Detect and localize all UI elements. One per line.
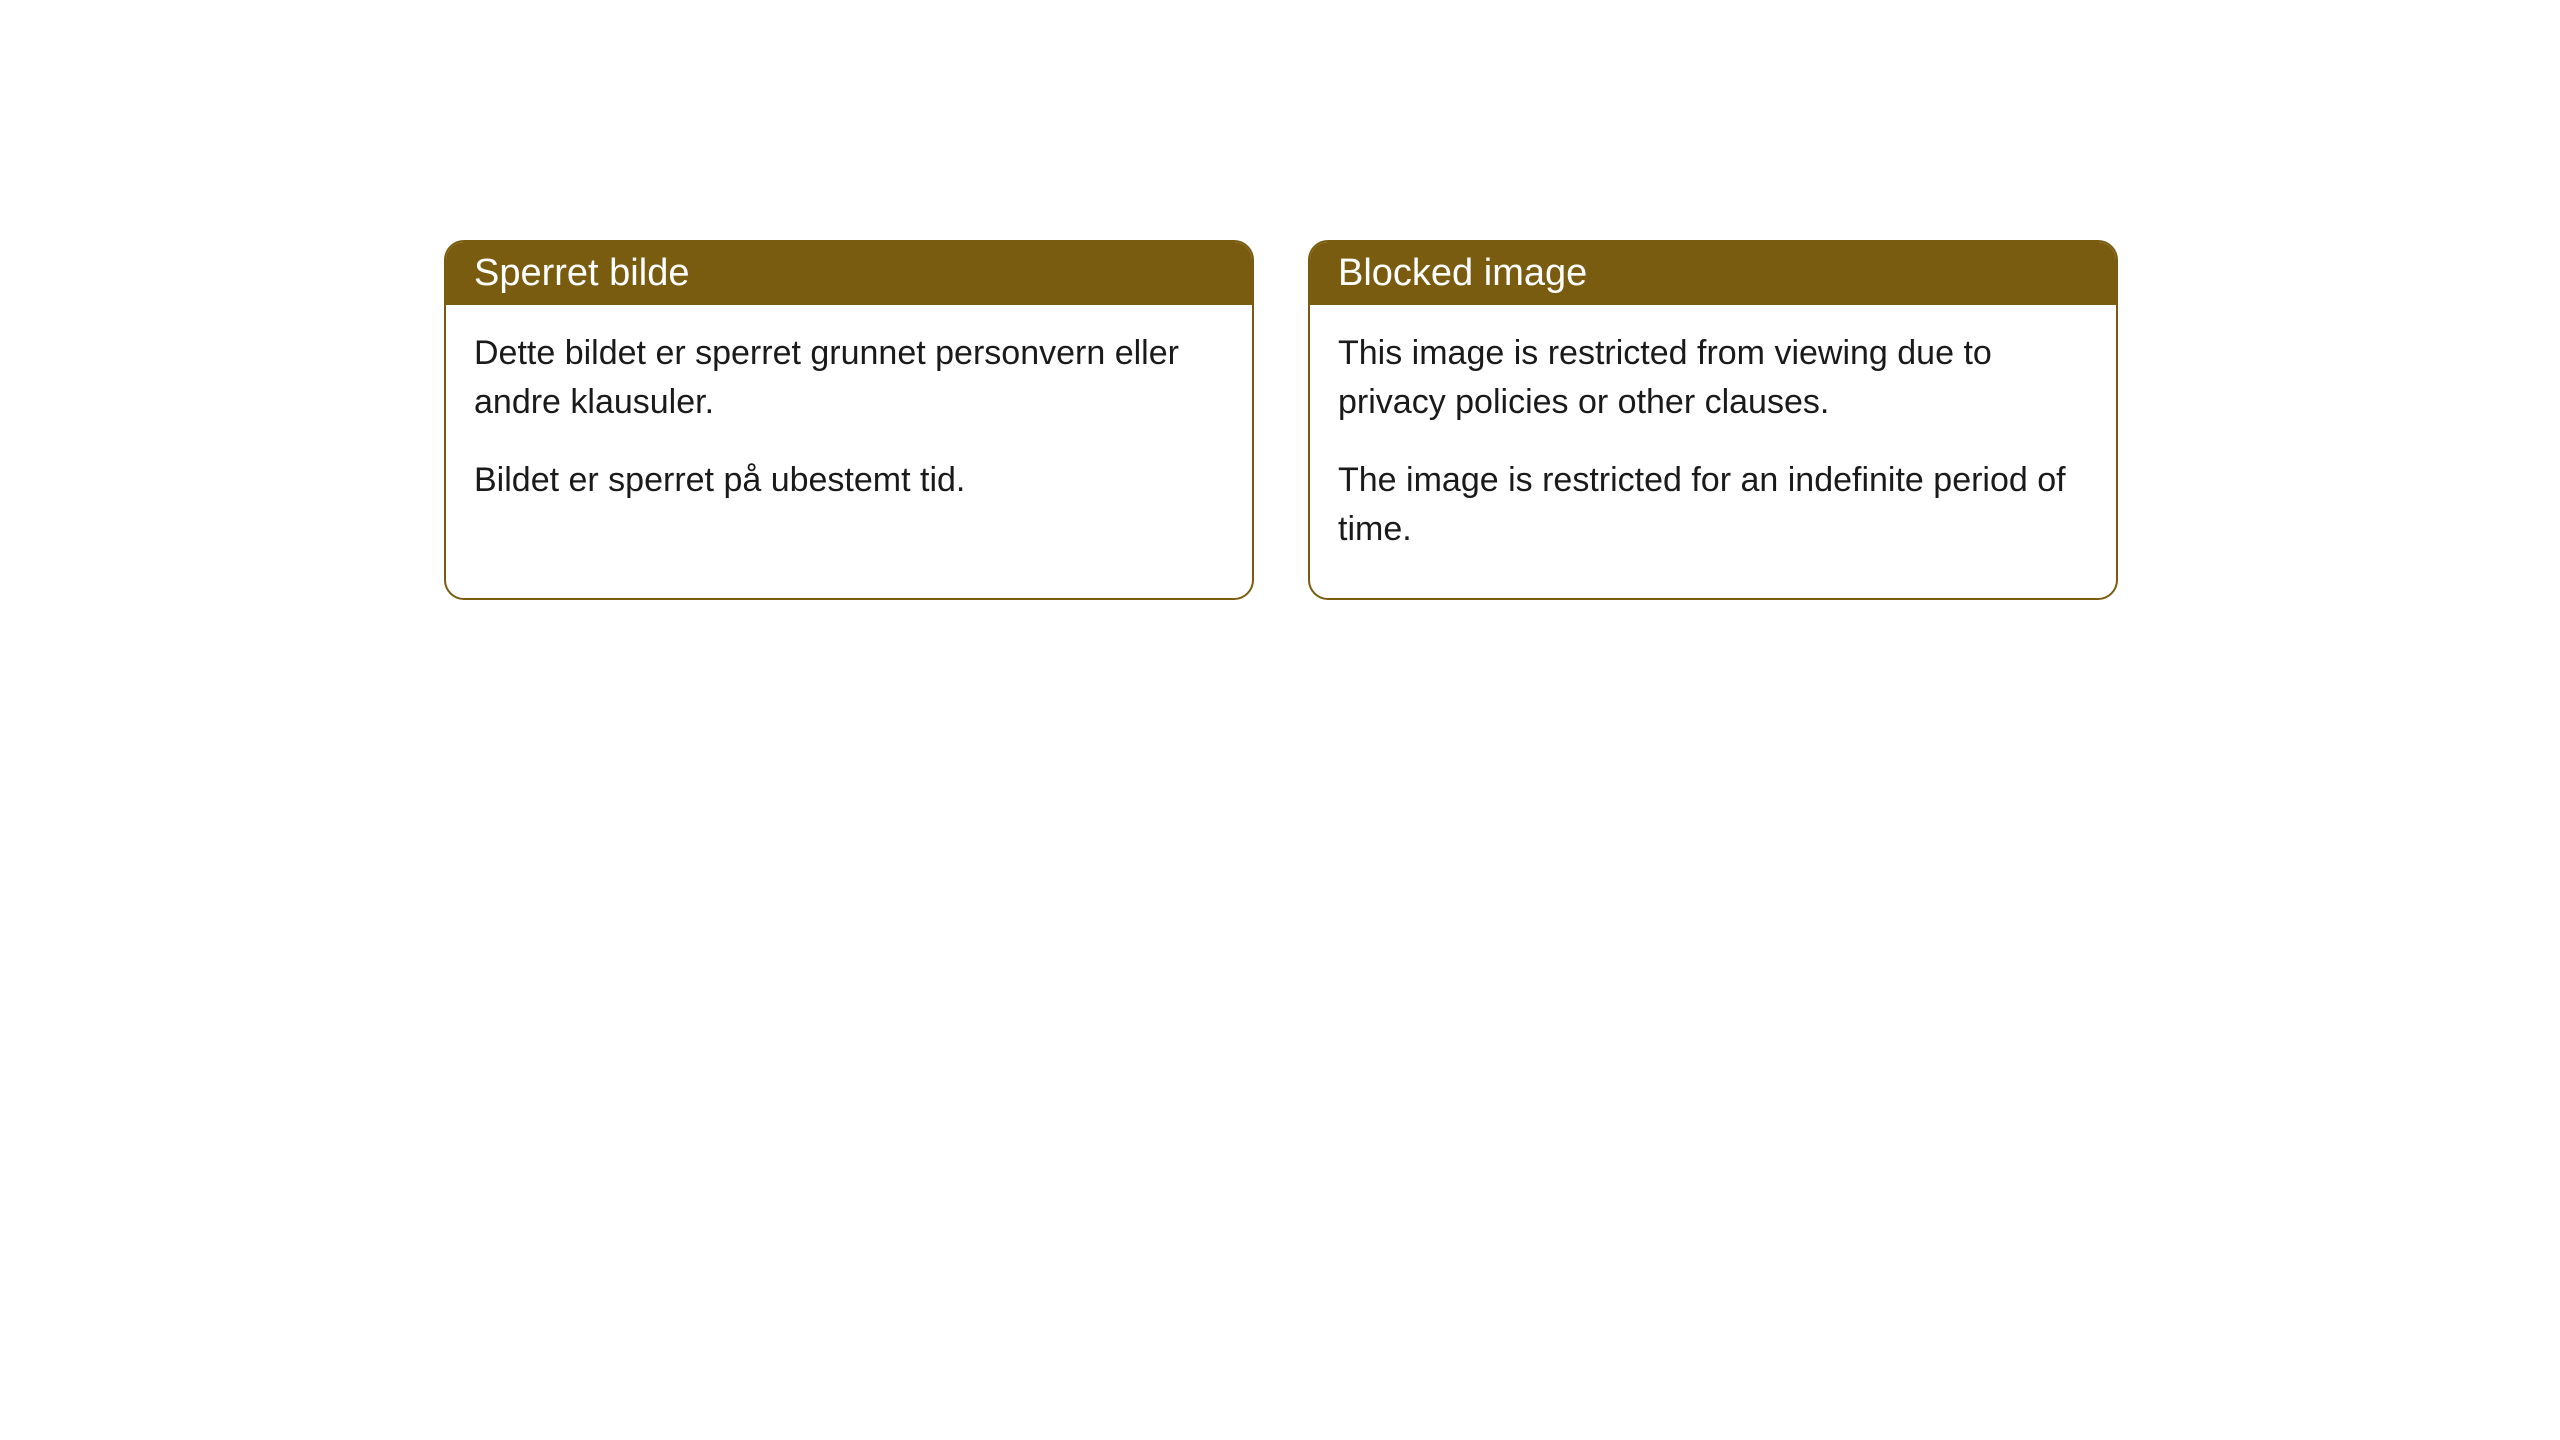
notice-card-english: Blocked image This image is restricted f… xyxy=(1308,240,2118,600)
card-title: Sperret bilde xyxy=(474,252,689,294)
card-paragraph: This image is restricted from viewing du… xyxy=(1338,329,2088,428)
card-paragraph: The image is restricted for an indefinit… xyxy=(1338,456,2088,555)
card-header: Sperret bilde xyxy=(446,242,1252,305)
card-body: This image is restricted from viewing du… xyxy=(1310,305,2116,598)
notice-card-norwegian: Sperret bilde Dette bildet er sperret gr… xyxy=(444,240,1254,600)
card-paragraph: Bildet er sperret på ubestemt tid. xyxy=(474,456,1224,505)
card-title: Blocked image xyxy=(1338,252,1587,294)
card-header: Blocked image xyxy=(1310,242,2116,305)
card-paragraph: Dette bildet er sperret grunnet personve… xyxy=(474,329,1224,428)
card-body: Dette bildet er sperret grunnet personve… xyxy=(446,305,1252,549)
notice-container: Sperret bilde Dette bildet er sperret gr… xyxy=(444,240,2118,600)
